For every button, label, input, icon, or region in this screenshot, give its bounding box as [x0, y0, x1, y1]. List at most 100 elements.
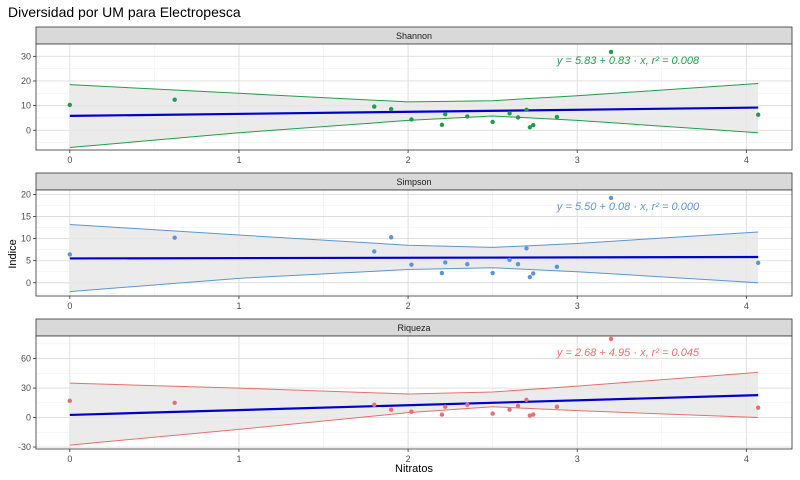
panel-riqueza: Riqueza y = 2.68 + 4.95 · x, r² = 0.045 -3…	[18, 318, 793, 464]
data-point	[554, 264, 560, 270]
data-point	[554, 404, 560, 409]
data-point	[755, 112, 761, 117]
data-point	[172, 97, 177, 102]
regression-line	[69, 394, 759, 417]
data-point	[554, 114, 560, 120]
data-point	[465, 402, 470, 407]
data-point	[443, 112, 448, 117]
data-point	[443, 404, 448, 409]
data-point	[409, 409, 414, 414]
data-point	[172, 400, 177, 406]
y-tick-label: 20	[21, 189, 31, 199]
data-point	[531, 271, 536, 276]
data-point	[490, 119, 495, 125]
data-point	[443, 260, 448, 265]
data-point	[515, 262, 521, 267]
x-tick-label: 2	[406, 454, 411, 464]
panel-shannon: Shannon y = 5.83 + 0.83 · x, r² = 0.008 0 1…	[21, 26, 793, 165]
regression-equation: y = 5.83 + 0.83 · x, r² = 0.008	[556, 55, 700, 67]
data-point	[409, 117, 414, 122]
data-point	[524, 246, 529, 251]
data-point	[515, 403, 521, 408]
x-axis-title: Nitratos	[395, 463, 433, 475]
confidence-band	[69, 372, 759, 446]
data-point	[531, 122, 536, 128]
regression-line	[69, 255, 759, 260]
y-tick-label: 0	[26, 125, 31, 135]
y-tick-label: 60	[21, 354, 31, 364]
data-point	[372, 402, 377, 407]
x-tick-label: 1	[236, 301, 241, 311]
x-tick-label: 3	[575, 155, 580, 165]
data-point	[409, 262, 414, 267]
regression-equation: y = 2.68 + 4.95 · x, r² = 0.045	[556, 347, 700, 359]
data-point	[67, 102, 73, 108]
x-tick-label: 4	[744, 454, 749, 464]
data-point	[507, 257, 512, 262]
data-point	[527, 413, 533, 418]
y-tick-label: 20	[21, 76, 31, 86]
x-tick-label: 4	[744, 155, 749, 165]
chart-title: Diversidad por UM para Electropesca	[8, 4, 241, 20]
confidence-band	[69, 83, 759, 148]
data-point	[524, 107, 529, 113]
data-point	[608, 195, 614, 201]
panel-simpson: Simpson y = 5.50 + 0.08 · x, r² = 0.000 0 5…	[21, 172, 793, 311]
facet-panels: Shannon y = 5.83 + 0.83 · x, r² = 0.008 0 1…	[18, 26, 793, 464]
x-tick-label: 0	[67, 454, 72, 464]
y-tick-label: 15	[21, 212, 31, 222]
band-upper-line	[69, 82, 759, 103]
data-point	[490, 270, 495, 276]
x-tick-label: 0	[67, 155, 72, 165]
data-point	[515, 115, 521, 120]
data-point	[755, 405, 761, 410]
facet-strip-label: Shannon	[396, 31, 432, 41]
data-point	[388, 235, 394, 240]
data-point	[439, 270, 445, 276]
data-point	[388, 407, 394, 412]
data-point	[608, 49, 614, 55]
y-axis-title: Indice	[7, 239, 19, 268]
y-tick-label: 5	[26, 256, 31, 266]
data-point	[439, 412, 445, 417]
data-point	[527, 125, 533, 130]
data-point	[372, 104, 377, 109]
panel-border	[35, 43, 793, 151]
y-tick-label: -30	[18, 442, 31, 452]
facet-strip-label: Riqueza	[397, 323, 430, 333]
y-tick-label: 0	[26, 413, 31, 423]
x-tick-label: 3	[575, 301, 580, 311]
data-point	[490, 411, 495, 416]
data-point	[531, 412, 536, 417]
band-upper-line	[69, 223, 759, 248]
panel-border	[35, 335, 793, 450]
x-tick-label: 3	[575, 454, 580, 464]
facet-strip-label: Simpson	[396, 177, 431, 187]
data-point	[527, 274, 533, 280]
regression-equation: y = 5.50 + 0.08 · x, r² = 0.000	[556, 201, 700, 213]
x-tick-label: 0	[67, 301, 72, 311]
band-lower-line	[69, 406, 759, 446]
data-point	[388, 106, 394, 112]
data-point	[372, 249, 377, 254]
data-point	[67, 398, 73, 404]
y-tick-label: 10	[21, 234, 31, 244]
data-point	[439, 122, 445, 128]
y-tick-label: 30	[21, 383, 31, 393]
y-tick-label: 10	[21, 101, 31, 111]
data-point	[507, 407, 512, 412]
band-lower-line	[69, 267, 759, 293]
data-point	[507, 111, 512, 116]
y-tick-label: 0	[26, 278, 31, 288]
data-point	[172, 235, 177, 240]
data-point	[465, 262, 470, 267]
x-tick-label: 4	[744, 301, 749, 311]
y-tick-label: 30	[21, 51, 31, 61]
x-tick-label: 1	[236, 155, 241, 165]
data-point	[67, 252, 73, 257]
regression-line	[69, 106, 759, 118]
x-tick-label: 2	[406, 155, 411, 165]
data-point	[608, 336, 614, 342]
data-point	[465, 114, 470, 119]
